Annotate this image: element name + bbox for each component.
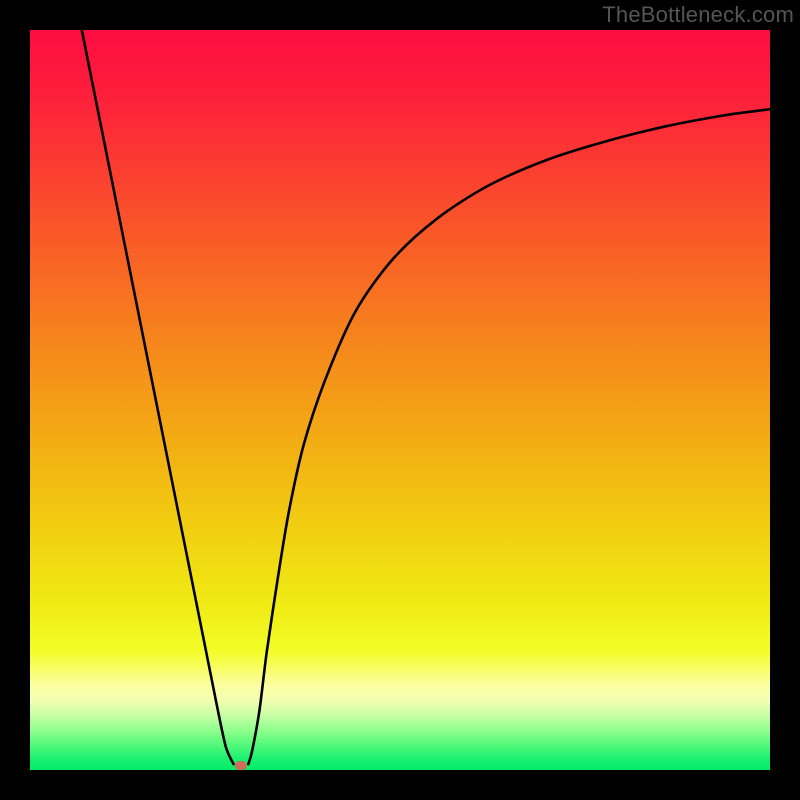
- plot-area: [30, 30, 770, 770]
- curve-left-branch: [82, 30, 234, 764]
- bottleneck-curve: [30, 30, 770, 770]
- curve-right-branch: [248, 109, 770, 764]
- minimum-marker: [235, 761, 247, 770]
- attribution-text: TheBottleneck.com: [602, 2, 794, 28]
